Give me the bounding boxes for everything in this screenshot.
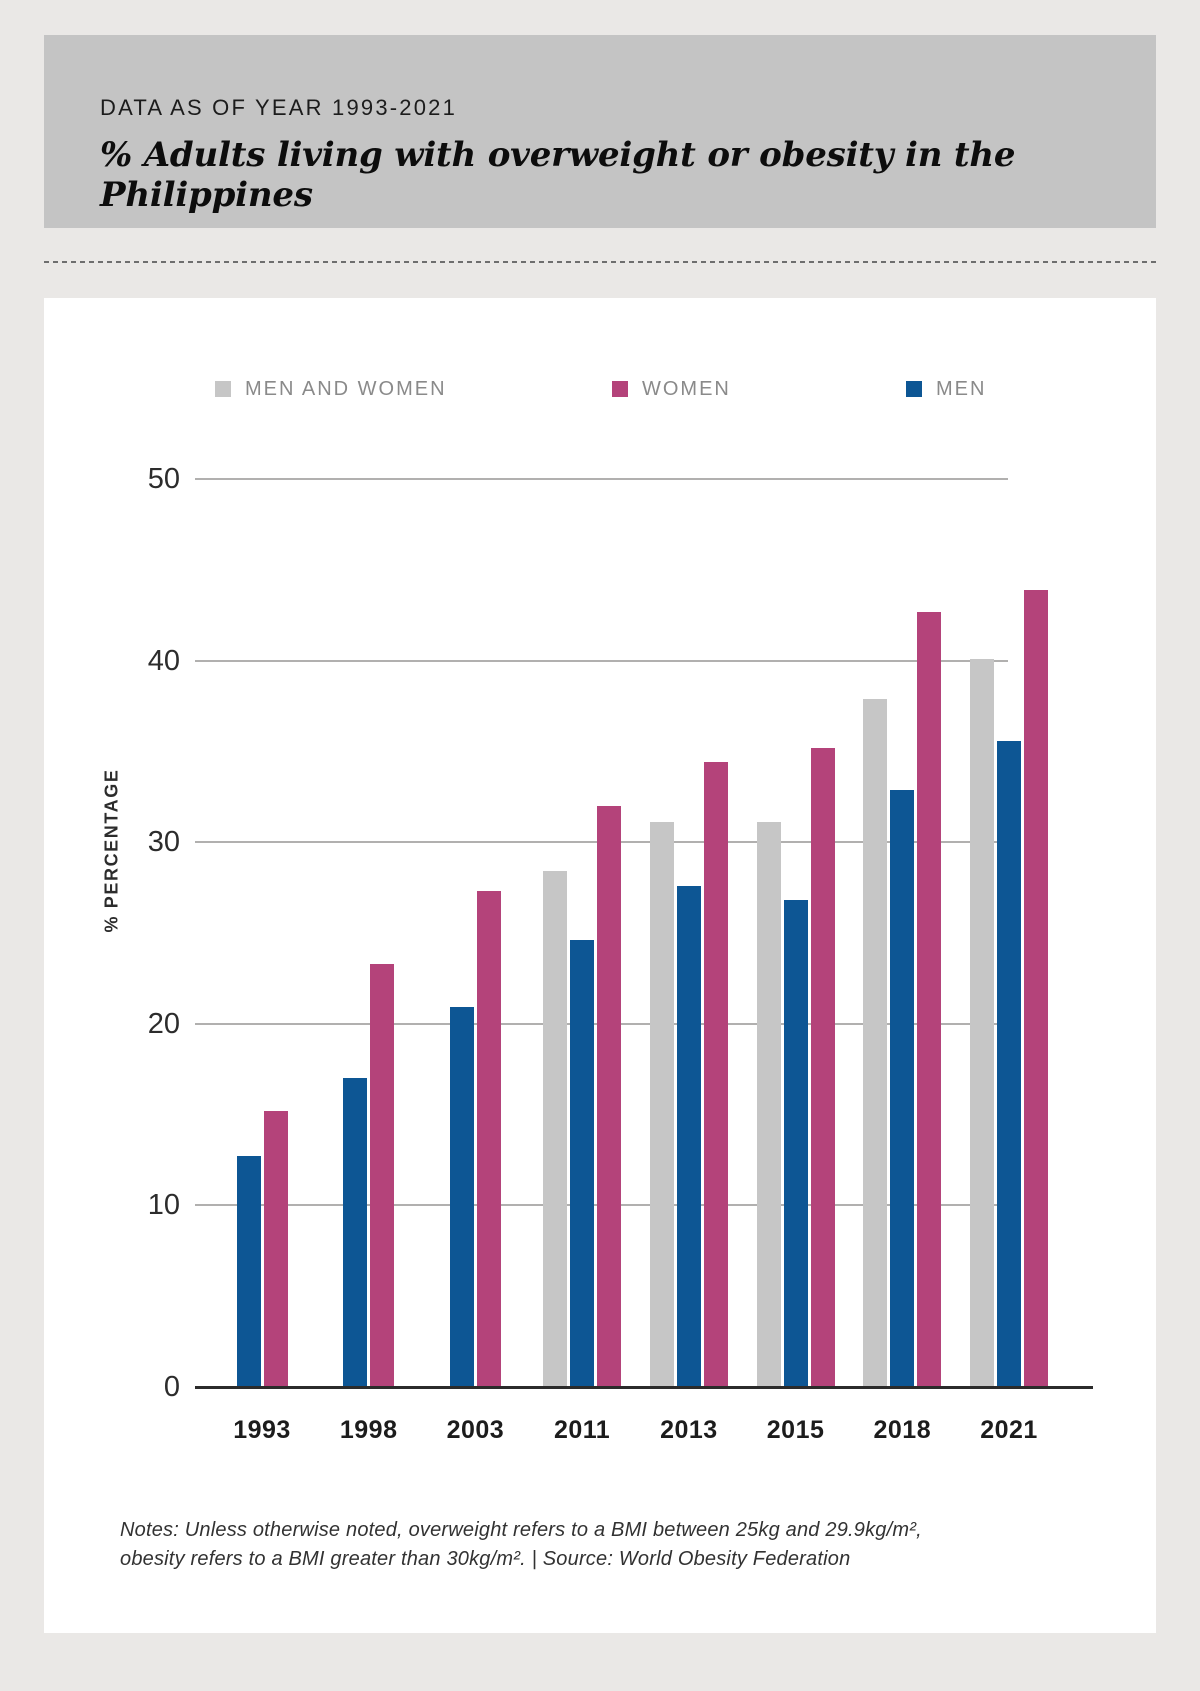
legend-swatch-icon — [215, 381, 231, 397]
bar-men-1993 — [236, 1156, 261, 1387]
y-tick-10: 10 — [147, 1189, 180, 1222]
page-title: % Adults living with overweight or obesi… — [100, 135, 1016, 215]
y-tick-50: 50 — [147, 463, 180, 495]
bar-women-2021 — [1024, 589, 1048, 1387]
legend-label: MEN AND WOMEN — [245, 378, 447, 400]
x-axis-line — [195, 1386, 1093, 1389]
notes-line-1: Notes: Unless otherwise noted, overweigh… — [120, 1519, 922, 1541]
y-tick-30: 30 — [147, 826, 180, 859]
bar-women-1993 — [263, 1110, 288, 1387]
bar-men-2003 — [449, 1007, 474, 1387]
x-label-1998: 1998 — [339, 1416, 398, 1444]
gridline-40 — [195, 659, 1008, 662]
bar-men-1998 — [343, 1078, 368, 1387]
bar-women-2011 — [597, 805, 622, 1387]
x-label-1993: 1993 — [233, 1416, 291, 1444]
y-tick-20: 20 — [147, 1007, 180, 1040]
y-tick-40: 40 — [147, 644, 180, 677]
x-label-2013: 2013 — [660, 1416, 718, 1444]
chart-card: MEN AND WOMEN WOMEN MEN % PERCENTAGE 0 10 20… — [44, 298, 1156, 1633]
x-label-2011: 2011 — [553, 1416, 611, 1444]
x-label-2021: 2021 — [980, 1416, 1038, 1444]
bar-men-2011 — [570, 940, 595, 1387]
legend-swatch-icon — [906, 381, 922, 397]
bar-women-2003 — [476, 891, 501, 1387]
legend-item-men-and-women: MEN AND WOMEN — [215, 378, 447, 400]
legend-label: MEN — [936, 378, 987, 400]
bar-women-2018 — [917, 611, 942, 1387]
x-label-2015: 2015 — [766, 1416, 825, 1444]
bar-chart: % PERCENTAGE 0 10 20 30 40 50 1993 1998 2003 2011… — [44, 298, 1156, 1633]
bar-men-and-women-2018 — [863, 698, 888, 1387]
bar-men-2013 — [676, 885, 701, 1387]
chart-notes: Notes: Unless otherwise noted, overweigh… — [120, 1516, 1080, 1574]
dashed-divider — [44, 261, 1156, 263]
legend-item-men: MEN — [906, 378, 986, 400]
bar-men-and-women-2013 — [649, 822, 674, 1387]
bar-men-and-women-2015 — [756, 822, 781, 1387]
bar-men-and-women-2011 — [543, 871, 568, 1387]
bar-men-2018 — [890, 789, 915, 1387]
bar-women-2013 — [703, 762, 728, 1387]
bar-women-1998 — [370, 963, 395, 1387]
data-range-kicker: DATA AS OF YEAR 1993-2021 — [100, 95, 458, 120]
y-tick-0: 0 — [163, 1371, 180, 1403]
legend-swatch-icon — [612, 381, 628, 397]
bar-women-2015 — [810, 747, 835, 1387]
bar-men-2015 — [783, 900, 808, 1387]
gridline-50 — [195, 478, 1008, 480]
bar-men-and-women-2021 — [970, 658, 994, 1387]
header-band: DATA AS OF YEAR 1993-2021 % Adults livin… — [44, 35, 1156, 228]
legend-item-women: WOMEN — [612, 378, 731, 400]
notes-line-2: obesity refers to a BMI greater than 30k… — [120, 1548, 851, 1570]
x-label-2018: 2018 — [873, 1416, 932, 1444]
legend-label: WOMEN — [642, 378, 731, 400]
x-label-2003: 2003 — [446, 1416, 505, 1444]
bar-men-2021 — [997, 740, 1021, 1387]
